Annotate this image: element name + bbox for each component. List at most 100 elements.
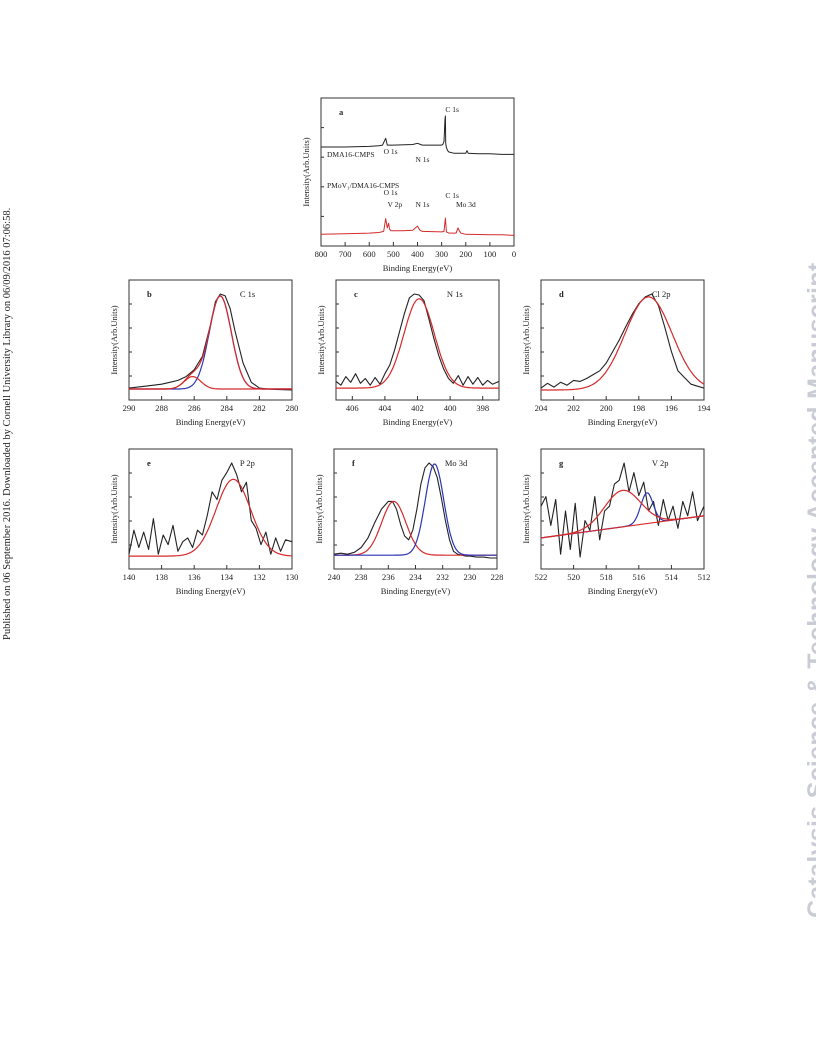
plot-frame — [128, 279, 293, 401]
fit-component-2 — [334, 463, 497, 556]
x-tick-label: 230 — [463, 572, 476, 582]
plot-frame — [540, 279, 705, 401]
x-tick-label: 514 — [665, 572, 679, 582]
fit-component-2 — [129, 376, 292, 390]
x-axis-label: Binding Energy(eV) — [588, 586, 658, 596]
y-axis-label: Intensity(Arb.Units) — [316, 305, 326, 374]
x-tick-label: 196 — [665, 403, 678, 413]
panel-letter: c — [354, 289, 358, 299]
x-tick-label: 134 — [220, 572, 234, 582]
x-tick-label: 600 — [363, 249, 376, 259]
x-tick-label: 136 — [188, 572, 201, 582]
panel-f: 240 238 236 234 232 230 228 Binding Energy(eV) I… — [314, 448, 504, 596]
x-tick-label: 200 — [600, 403, 613, 413]
fit-baseline — [540, 515, 705, 539]
y-axis-label: Intensity(Arb.Units) — [109, 305, 119, 374]
raw-spectrum-line — [540, 293, 705, 389]
x-tick-label: 236 — [382, 572, 395, 582]
core-level-label: V 2p — [652, 458, 669, 468]
plot-frame — [320, 97, 515, 247]
raw-spectrum-line — [540, 462, 705, 558]
x-tick-label: 140 — [123, 572, 136, 582]
x-tick-label: 522 — [535, 572, 548, 582]
x-tick-label: 228 — [491, 572, 504, 582]
peak-label: N 1s — [416, 155, 430, 164]
fit-component-1 — [336, 298, 499, 389]
core-level-label: P 2p — [240, 458, 255, 468]
x-tick-label: 198 — [632, 403, 645, 413]
x-tick-label: 194 — [698, 403, 712, 413]
y-axis-label: Intensity(Arb.Units) — [521, 305, 531, 374]
core-level-label: N 1s — [447, 289, 463, 299]
panel-letter: g — [559, 458, 564, 468]
x-tick-label: 238 — [355, 572, 368, 582]
raw-spectrum-line — [128, 293, 293, 391]
peak-label: C 1s — [445, 191, 459, 200]
x-tick-label: 520 — [567, 572, 580, 582]
x-tick-label: 300 — [435, 249, 448, 259]
panel-letter: b — [147, 289, 152, 299]
series-label: DMA16-CMPS — [327, 150, 375, 159]
x-tick-label: 518 — [600, 572, 613, 582]
panel-b: 290 288 286 284 282 280 Binding Energy(eV) Inte… — [109, 279, 299, 427]
x-tick-label: 280 — [286, 403, 299, 413]
peak-label: C 1s — [445, 105, 459, 114]
peak-label: V 2p — [388, 200, 403, 209]
x-tick-label: 286 — [188, 403, 201, 413]
x-tick-label: 0 — [512, 249, 516, 259]
series-label: PMoV₁/DMA16-CMPS — [327, 181, 399, 190]
peak-label: Mo 3d — [456, 200, 476, 209]
x-tick-label: 138 — [155, 572, 168, 582]
x-axis-label: Binding Energy(eV) — [588, 417, 658, 427]
panel-a: 800 700 600 500 400 300 200 100 0 Binding Energy(… — [301, 97, 516, 273]
panel-e: 140 138 136 134 132 130 Binding Energy(eV) Inte… — [109, 448, 299, 596]
x-tick-label: 100 — [484, 249, 497, 259]
x-tick-label: 406 — [346, 403, 359, 413]
x-tick-label: 516 — [632, 572, 645, 582]
x-tick-label: 400 — [411, 249, 424, 259]
x-tick-label: 202 — [567, 403, 580, 413]
plot-frame — [333, 448, 498, 570]
x-tick-label: 800 — [315, 249, 328, 259]
x-tick-label: 132 — [253, 572, 266, 582]
core-level-label: Cl 2p — [652, 289, 671, 299]
x-tick-label: 700 — [339, 249, 352, 259]
x-tick-label: 234 — [409, 572, 423, 582]
peak-label: O 1s — [384, 147, 398, 156]
series-line-dma16-cmps — [321, 115, 514, 155]
x-tick-label: 290 — [123, 403, 136, 413]
x-axis-label: Binding Energy(eV) — [176, 417, 246, 427]
y-axis-label: Intensity(Arb.Units) — [521, 474, 531, 543]
y-axis-label: Intensity(Arb.Units) — [301, 137, 311, 206]
plot-frame — [540, 448, 705, 570]
x-tick-label: 404 — [379, 403, 393, 413]
x-tick-label: 500 — [387, 249, 400, 259]
x-tick-label: 232 — [436, 572, 449, 582]
panel-d: 204 202 200 198 196 194 Binding Energy(eV) Inte… — [521, 279, 712, 427]
panel-letter: e — [147, 458, 151, 468]
fit-envelope — [129, 295, 292, 390]
x-tick-label: 512 — [698, 572, 711, 582]
x-tick-label: 284 — [220, 403, 234, 413]
x-tick-label: 240 — [328, 572, 341, 582]
x-tick-label: 130 — [286, 572, 299, 582]
x-tick-label: 398 — [476, 403, 489, 413]
series-line-pmov-dma16-cmps — [320, 217, 515, 236]
x-tick-label: 200 — [459, 249, 472, 259]
x-tick-label: 400 — [444, 403, 457, 413]
x-axis-label: Binding Energy(eV) — [381, 586, 451, 596]
core-level-label: Mo 3d — [445, 458, 468, 468]
panel-c: 406 404 402 400 398 Binding Energy(eV) Intensi… — [316, 279, 500, 427]
y-axis-label: Intensity(Arb.Units) — [109, 474, 119, 543]
x-axis-label: Binding Energy(eV) — [383, 417, 453, 427]
raw-spectrum-line — [128, 462, 293, 555]
x-tick-label: 402 — [411, 403, 424, 413]
fit-component-1 — [334, 500, 497, 556]
x-tick-label: 288 — [155, 403, 168, 413]
panel-g: 522 520 518 516 514 512 Binding Energy(eV) Inte… — [521, 448, 711, 596]
panel-letter: d — [559, 289, 564, 299]
fit-component-1 — [541, 296, 705, 391]
core-level-label: C 1s — [240, 289, 255, 299]
x-axis-label: Binding Energy(eV) — [383, 263, 453, 273]
